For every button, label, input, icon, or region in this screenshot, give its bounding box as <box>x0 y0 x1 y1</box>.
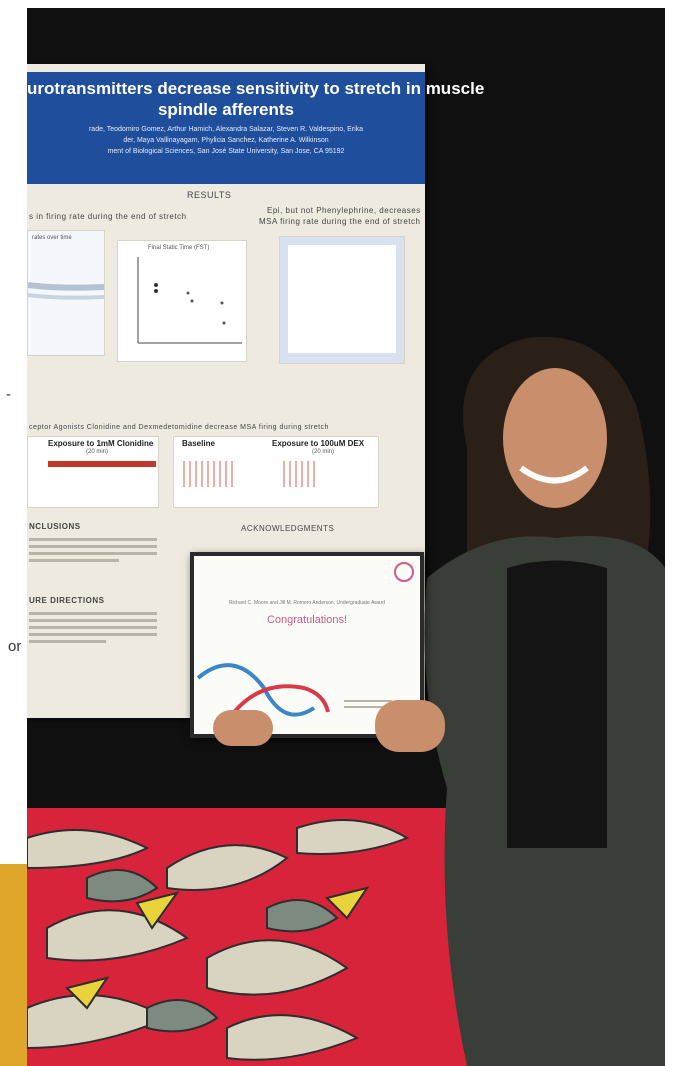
authors-line-1: rade, Teodomiro Gomez, Arthur Hamich, Al… <box>88 126 364 133</box>
clonidine-trace <box>48 461 156 467</box>
dex-traces <box>183 461 315 487</box>
left-hand <box>213 710 273 746</box>
epi-panel <box>279 236 405 364</box>
poster-header: urotransmitters decrease sensitivity to … <box>27 72 485 184</box>
certificate-congratulations: Congratulations! <box>266 614 348 626</box>
photo: urotransmitters decrease sensitivity to … <box>27 8 665 1066</box>
carpet-pattern <box>27 819 410 1061</box>
left-section-heading: s in firing rate during the end of stret… <box>29 212 187 221</box>
affiliation: ment of Biological Sciences, San José St… <box>107 148 345 155</box>
conclusions-text <box>29 534 157 566</box>
conclusions-heading: NCLUSIONS <box>29 522 81 531</box>
certificate-logo <box>394 562 414 582</box>
certificate-signature <box>344 696 392 712</box>
clonidine-exposure-label: Exposure to 1mM Clonidine <box>48 439 154 448</box>
clonidine-panel: Exposure to 1mM Clonidine (20 min) <box>27 436 159 508</box>
right-section-heading-1: Epi, but not Phenylephrine, decreases <box>267 206 421 215</box>
results-heading: RESULTS <box>187 190 232 200</box>
fst-panel: Final Static Time (FST) <box>117 240 247 362</box>
right-hand <box>375 700 445 752</box>
future-directions-text <box>29 608 157 647</box>
poster-title-line-1: urotransmitters decrease sensitivity to … <box>27 79 485 98</box>
left-dash-text: - <box>6 386 11 403</box>
person-figure <box>424 336 665 1066</box>
dex-exposure-label: Exposure to 100uM DEX <box>272 439 365 448</box>
certificate-award-line: Richard C. Moore and Jill M. Romero Ande… <box>228 600 386 606</box>
clonidine-exposure-time: (20 min) <box>86 449 109 455</box>
authors-line-2: der, Maya Vallinayagam, Phylicia Sanchez… <box>123 137 329 144</box>
left-word-fragment: or <box>8 638 22 655</box>
epi-plot <box>288 245 396 353</box>
acknowledgments-heading: ACKNOWLEDGMENTS <box>241 524 335 533</box>
panel-1-title: rates over time <box>32 235 72 241</box>
dex-exposure-time: (20 min) <box>312 449 335 455</box>
future-directions-heading: URE DIRECTIONS <box>29 596 105 605</box>
right-section-heading-2: MSA firing rate during the end of stretc… <box>259 217 421 226</box>
rates-plot <box>28 282 104 300</box>
fst-plot <box>137 257 242 344</box>
poster-title-line-2: spindle afferents <box>157 100 295 119</box>
panel-2-title: Final Static Time (FST) <box>148 245 210 251</box>
middle-heading: ceptor Agonists Clonidine and Dexmedetom… <box>29 424 329 431</box>
poster-title: urotransmitters decrease sensitivity to … <box>27 78 485 120</box>
poster-authors: rade, Teodomiro Gomez, Arthur Hamich, Al… <box>29 124 423 157</box>
rates-panel: rates over time <box>27 230 105 356</box>
dex-panel: Baseline Exposure to 100uM DEX (20 min) <box>173 436 379 508</box>
baseline-label: Baseline <box>182 439 215 448</box>
certificate-swoosh <box>196 663 330 728</box>
person <box>407 328 665 1066</box>
accent-block <box>0 864 27 1066</box>
